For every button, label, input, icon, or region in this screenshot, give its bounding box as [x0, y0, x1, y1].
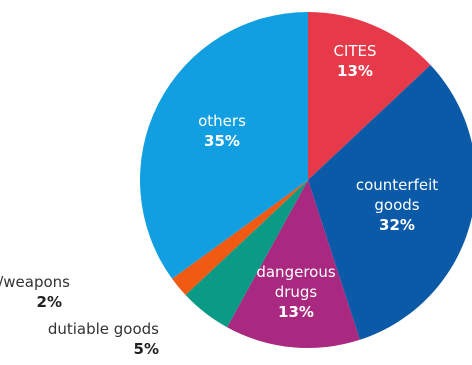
slice-value-cites: 13%: [337, 62, 373, 80]
slice-label-cites-line-0: CITES: [333, 42, 376, 60]
slice-label-counterfeit-line-1: goods: [374, 196, 419, 214]
pie-slice-cites: [308, 12, 431, 180]
slice-label-counterfeit-line-0: counterfeit: [356, 176, 438, 194]
slice-label-others-line-0: others: [198, 112, 246, 130]
pie-slice-firearms: [172, 180, 308, 295]
slice-value-dangerous: 13%: [278, 303, 314, 321]
slice-value-dutiable: 5%: [134, 340, 159, 358]
slice-value-firearms: 2%: [37, 293, 62, 311]
pie-slice-counterfeit: [308, 65, 472, 340]
slice-label-firearms-line-0: firearms/weapons: [0, 273, 70, 291]
slice-label-dangerous-line-1: drugs: [275, 283, 318, 301]
slice-label-dangerous-line-0: dangerous: [256, 263, 335, 281]
pie-slice-dutiable: [185, 180, 308, 328]
pie-slices: [140, 12, 472, 348]
pie-slice-others: [140, 12, 308, 279]
slice-label-dutiable-line-0: dutiable goods: [48, 320, 159, 338]
pie-slice-dangerous: [227, 180, 360, 348]
pie-labels: CITES 13% counterfeit goods 32% dangerous drug…: [0, 42, 438, 358]
slice-value-others: 35%: [204, 132, 240, 150]
slice-value-counterfeit: 32%: [379, 216, 415, 234]
